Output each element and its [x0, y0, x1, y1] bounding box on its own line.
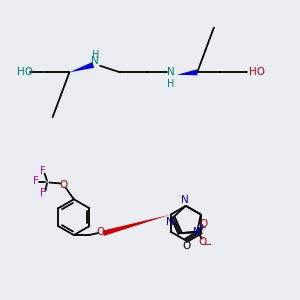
Text: HO: HO — [249, 68, 266, 77]
Text: O: O — [200, 219, 208, 229]
Text: H: H — [92, 50, 99, 60]
Polygon shape — [177, 69, 197, 75]
Text: N: N — [167, 68, 175, 77]
Text: N: N — [166, 217, 173, 227]
Text: O: O — [183, 241, 191, 251]
Text: N: N — [91, 56, 99, 66]
Text: F: F — [40, 188, 46, 198]
Polygon shape — [69, 62, 94, 72]
Polygon shape — [102, 214, 171, 236]
Text: −: − — [204, 240, 212, 250]
Text: O: O — [59, 180, 68, 190]
Text: O: O — [96, 227, 104, 237]
Text: N: N — [182, 196, 189, 206]
Text: O: O — [199, 237, 207, 247]
Text: N: N — [194, 227, 201, 237]
Text: F: F — [33, 176, 39, 186]
Text: +: + — [198, 223, 206, 232]
Text: F: F — [40, 166, 45, 176]
Text: HO: HO — [17, 68, 33, 77]
Text: H: H — [167, 79, 175, 89]
